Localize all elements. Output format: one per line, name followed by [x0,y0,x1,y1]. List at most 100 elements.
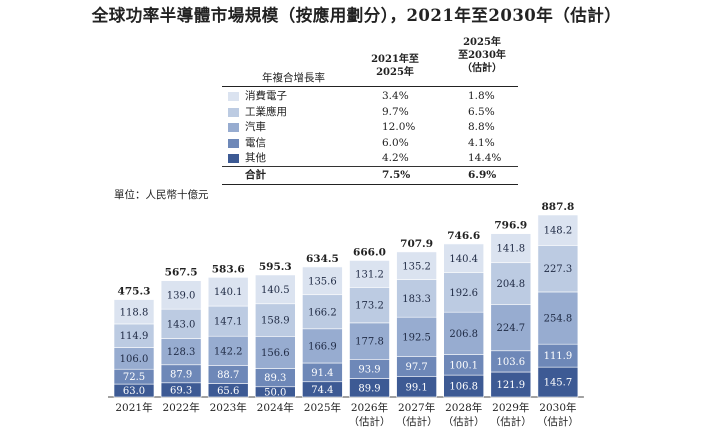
data-label: 89.3 [264,373,286,384]
bar-segment [349,260,390,288]
bar-segment [396,251,437,280]
data-label: 166.9 [308,341,337,352]
cagr-row: 工業應用 9.7% 6.5% [222,104,518,120]
data-label: 192.6 [449,288,478,299]
data-label: 143.0 [167,319,196,330]
data-label: 254.8 [544,314,573,325]
data-label: 93.9 [358,364,380,375]
data-label: 140.5 [261,285,290,296]
data-label: 118.8 [120,307,149,318]
x-tick-sublabel: （估計） [537,415,579,428]
data-label: 173.2 [355,301,384,312]
segment-name: 電信 [245,136,266,149]
data-label: 63.0 [123,386,145,397]
cagr-2021-2025: 12.0% [382,121,416,134]
cagr-2025-2030: 8.8% [468,121,495,134]
data-label: 106.0 [120,354,149,365]
data-label: 156.6 [261,348,290,359]
total-label: 475.3 [118,286,151,298]
total-label: 707.9 [400,238,433,250]
x-tick-label: 2022年 [162,401,199,414]
bar-segment [113,299,155,325]
table-total-rule [222,166,518,167]
data-label: 147.1 [214,317,243,328]
data-label: 131.2 [355,269,384,280]
data-label: 88.7 [217,370,239,381]
x-tick-label: 2030年 [539,401,576,414]
legend-swatch [228,107,239,117]
x-tick-label: 2023年 [210,401,247,414]
bar-segment [443,311,485,355]
data-label: 72.5 [123,372,145,383]
data-label: 135.2 [402,261,431,272]
total-label: 合計 [245,169,266,181]
total-label: 567.5 [165,267,198,279]
total-cagr-2021-2025: 7.5% [382,169,411,181]
bar-segment [537,214,579,246]
total-label: 583.6 [212,263,245,275]
bar-segment [490,371,532,398]
total-cagr-2025-2030: 6.9% [468,169,497,181]
total-label: 595.3 [259,261,292,273]
cagr-label: 年複合增長率 [262,72,325,84]
data-label: 111.9 [544,351,573,362]
cagr-2021-2025: 4.2% [382,152,409,165]
x-tick-sublabel: （估計） [490,415,532,428]
total-label: 796.9 [494,220,527,232]
bar-segment [207,305,249,337]
data-label: 106.8 [449,382,478,393]
legend-swatch [228,123,239,133]
data-label: 224.7 [496,323,525,334]
legend-swatch [228,154,239,164]
data-label: 121.9 [496,380,525,391]
table-top-rule [222,86,518,87]
data-label: 166.2 [308,307,337,318]
data-label: 206.8 [449,329,478,340]
data-label: 204.8 [496,279,525,290]
bar-segment [443,272,485,313]
chart-title: 全球功率半導體市場規模（按應用劃分），2021年至2030年（估計） [91,6,622,25]
cagr-2021-2025: 6.0% [382,136,409,149]
x-tick-label: 2026年 [351,401,388,414]
cagr-2025-2030: 14.4% [468,152,502,165]
cagr-row: 其他 4.2% 14.4% [222,150,518,166]
bar-segment [443,243,485,274]
data-label: 139.0 [167,290,196,301]
data-label: 140.1 [214,287,243,298]
data-label: 183.3 [402,294,431,305]
data-label: 91.4 [311,368,333,379]
cagr-row: 消費電子 3.4% 1.8% [222,88,518,104]
segment-name: 消費電子 [245,90,287,102]
data-label: 100.1 [449,360,478,371]
data-label: 114.9 [120,331,149,342]
segment-name: 汽車 [245,121,266,134]
bar-segment [349,287,390,324]
data-label: 128.3 [167,347,196,358]
x-tick-label: 2029年 [492,401,529,414]
data-label: 69.3 [170,385,192,396]
x-tick-sublabel: （估計） [349,415,391,428]
unit-label: 單位：人民幣十億元 [114,189,209,201]
bar-segment [160,308,202,339]
cagr-2025-2030: 4.1% [468,136,495,149]
data-label: 177.8 [355,337,384,348]
cagr-total-row: 合計 7.5% 6.9% [222,167,518,183]
bar-segment [207,277,249,307]
bar-segment [349,322,390,360]
cagr-2021-2025: 3.4% [382,90,409,102]
data-label: 65.6 [217,386,239,397]
data-label: 99.1 [405,382,427,393]
bar-segment [537,291,579,345]
total-label: 634.5 [306,253,339,265]
data-label: 97.7 [405,362,427,373]
bar-segment [302,328,343,364]
x-tick-label: 2024年 [257,401,294,414]
table-bottom-rule [222,184,518,185]
bar-segment [490,233,532,264]
data-label: 148.2 [544,226,573,237]
bar-segment [160,338,202,366]
cagr-row: 汽車 12.0% 8.8% [222,119,518,135]
cagr-2025-2030: 1.8% [468,90,495,102]
x-tick-label: 2021年 [115,401,152,414]
